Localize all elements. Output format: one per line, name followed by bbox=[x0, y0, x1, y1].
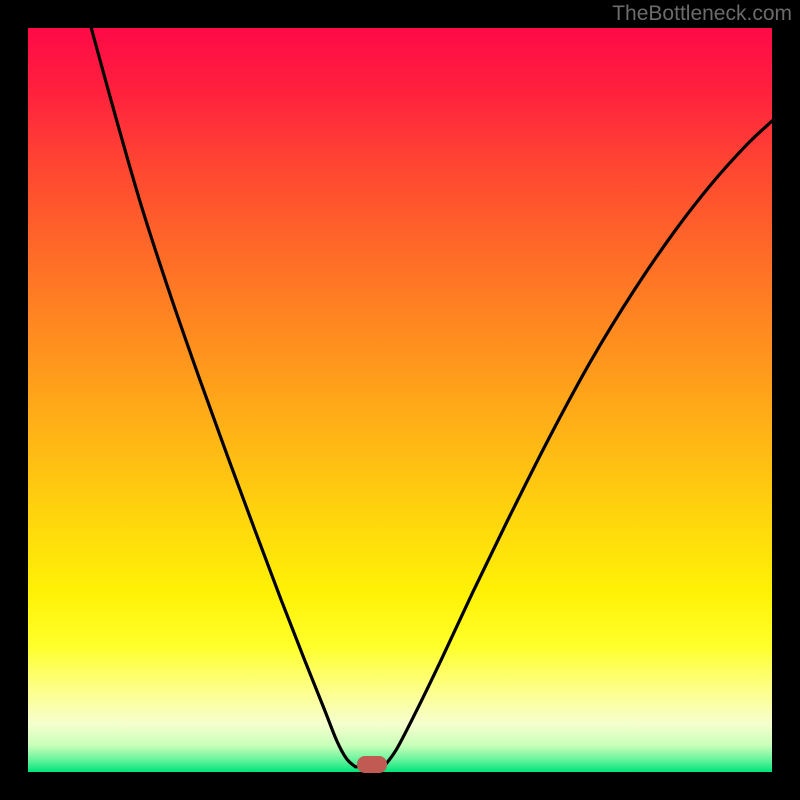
valley-marker bbox=[357, 756, 387, 773]
bottleneck-curve bbox=[28, 28, 772, 772]
watermark-text: TheBottleneck.com bbox=[612, 2, 792, 26]
